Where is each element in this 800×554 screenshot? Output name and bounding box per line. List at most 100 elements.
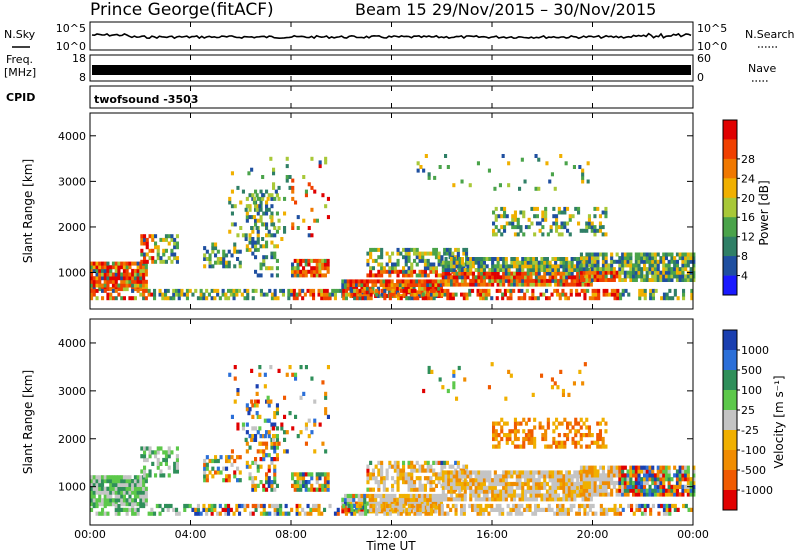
power-cell: [444, 260, 448, 265]
power-cell: [561, 288, 565, 293]
power-cell: [265, 266, 269, 271]
velocity-cell: [521, 489, 525, 494]
power-cell: [265, 255, 269, 260]
velocity-cell: [262, 434, 266, 439]
velocity-cell: [98, 502, 102, 507]
velocity-cell: [120, 475, 124, 480]
colorbar-swatch: [723, 158, 737, 179]
velocity-cell: [684, 488, 688, 493]
power-cell: [413, 296, 417, 301]
velocity-cell: [429, 497, 433, 502]
power-cell: [495, 296, 499, 301]
power-cell: [618, 263, 622, 268]
velocity-cell: [101, 498, 105, 503]
velocity-cell: [139, 482, 143, 487]
power-cell: [576, 275, 580, 280]
power-cell: [496, 268, 500, 272]
power-cell: [573, 282, 577, 287]
power-cell: [598, 228, 602, 233]
power-cell: [447, 278, 451, 283]
power-cell: [245, 218, 249, 223]
power-cell: [607, 263, 611, 268]
power-cell: [275, 211, 279, 216]
velocity-cell: [273, 464, 277, 469]
velocity-cell: [656, 480, 660, 486]
power-cell: [626, 263, 630, 268]
power-cell: [643, 278, 647, 282]
velocity-cell: [410, 472, 414, 477]
power-cell: [125, 283, 129, 288]
velocity-cell: [637, 469, 641, 474]
power-cell: [676, 296, 680, 301]
velocity-cell: [458, 470, 462, 475]
velocity-cell: [232, 511, 236, 516]
power-cell: [294, 200, 298, 205]
power-cell: [601, 256, 605, 261]
velocity-cell: [344, 493, 348, 499]
velocity-cell: [488, 481, 492, 487]
velocity-cell: [396, 472, 400, 477]
power-cell: [371, 286, 375, 291]
power-cell: [412, 286, 416, 291]
velocity-cell: [283, 449, 287, 454]
power-cell: [585, 263, 589, 268]
velocity-cell: [675, 488, 679, 493]
velocity-cell: [437, 476, 441, 481]
power-cell: [432, 296, 436, 301]
velocity-cell: [576, 485, 580, 490]
velocity-cell: [245, 449, 249, 454]
velocity-cell: [492, 444, 496, 449]
velocity-cell: [144, 494, 148, 499]
power-cell: [360, 286, 364, 291]
velocity-cell: [532, 497, 536, 502]
power-cell: [503, 214, 507, 219]
velocity-cell: [420, 501, 424, 506]
velocity-cell: [604, 421, 608, 426]
velocity-cell: [287, 511, 291, 516]
power-cell: [491, 268, 495, 272]
power-cell: [265, 207, 269, 212]
velocity-cell: [396, 476, 400, 481]
power-cell: [452, 271, 456, 276]
power-cell: [256, 211, 260, 216]
power-cell: [664, 274, 668, 279]
power-cell: [612, 270, 616, 275]
velocity-cell: [656, 492, 660, 497]
velocity-cell: [265, 445, 269, 450]
power-cell: [443, 288, 447, 293]
power-cell: [654, 288, 658, 293]
velocity-cell: [360, 493, 364, 499]
velocity-cell: [675, 477, 679, 482]
velocity-cell: [416, 511, 420, 516]
power-cell: [317, 292, 321, 297]
nsearch-label: N.Search: [745, 28, 795, 41]
velocity-cell: [534, 489, 538, 494]
velocity-cell: [596, 469, 600, 474]
power-cell: [452, 183, 456, 188]
velocity-cell: [293, 483, 297, 488]
power-cell: [645, 278, 649, 282]
power-cell: [274, 189, 278, 194]
power-cell: [581, 168, 585, 173]
power-cell: [420, 290, 424, 295]
velocity-cell: [167, 454, 171, 459]
power-cell: [496, 278, 500, 283]
power-cell: [431, 279, 435, 284]
velocity-cell: [360, 509, 364, 514]
power-cell: [270, 222, 274, 227]
power-cell: [623, 270, 627, 275]
power-cell: [90, 272, 94, 277]
velocity-cell: [133, 511, 137, 516]
power-cell: [369, 251, 373, 256]
power-cell: [566, 296, 570, 301]
power-cell: [667, 259, 671, 264]
power-cell: [649, 288, 653, 293]
power-cell: [524, 282, 528, 287]
velocity-cell: [500, 425, 504, 430]
velocity-cell: [423, 468, 427, 473]
y-tick-label: 3000: [58, 385, 86, 398]
power-cell: [643, 267, 647, 272]
power-cell: [627, 292, 631, 297]
power-cell: [452, 282, 456, 287]
